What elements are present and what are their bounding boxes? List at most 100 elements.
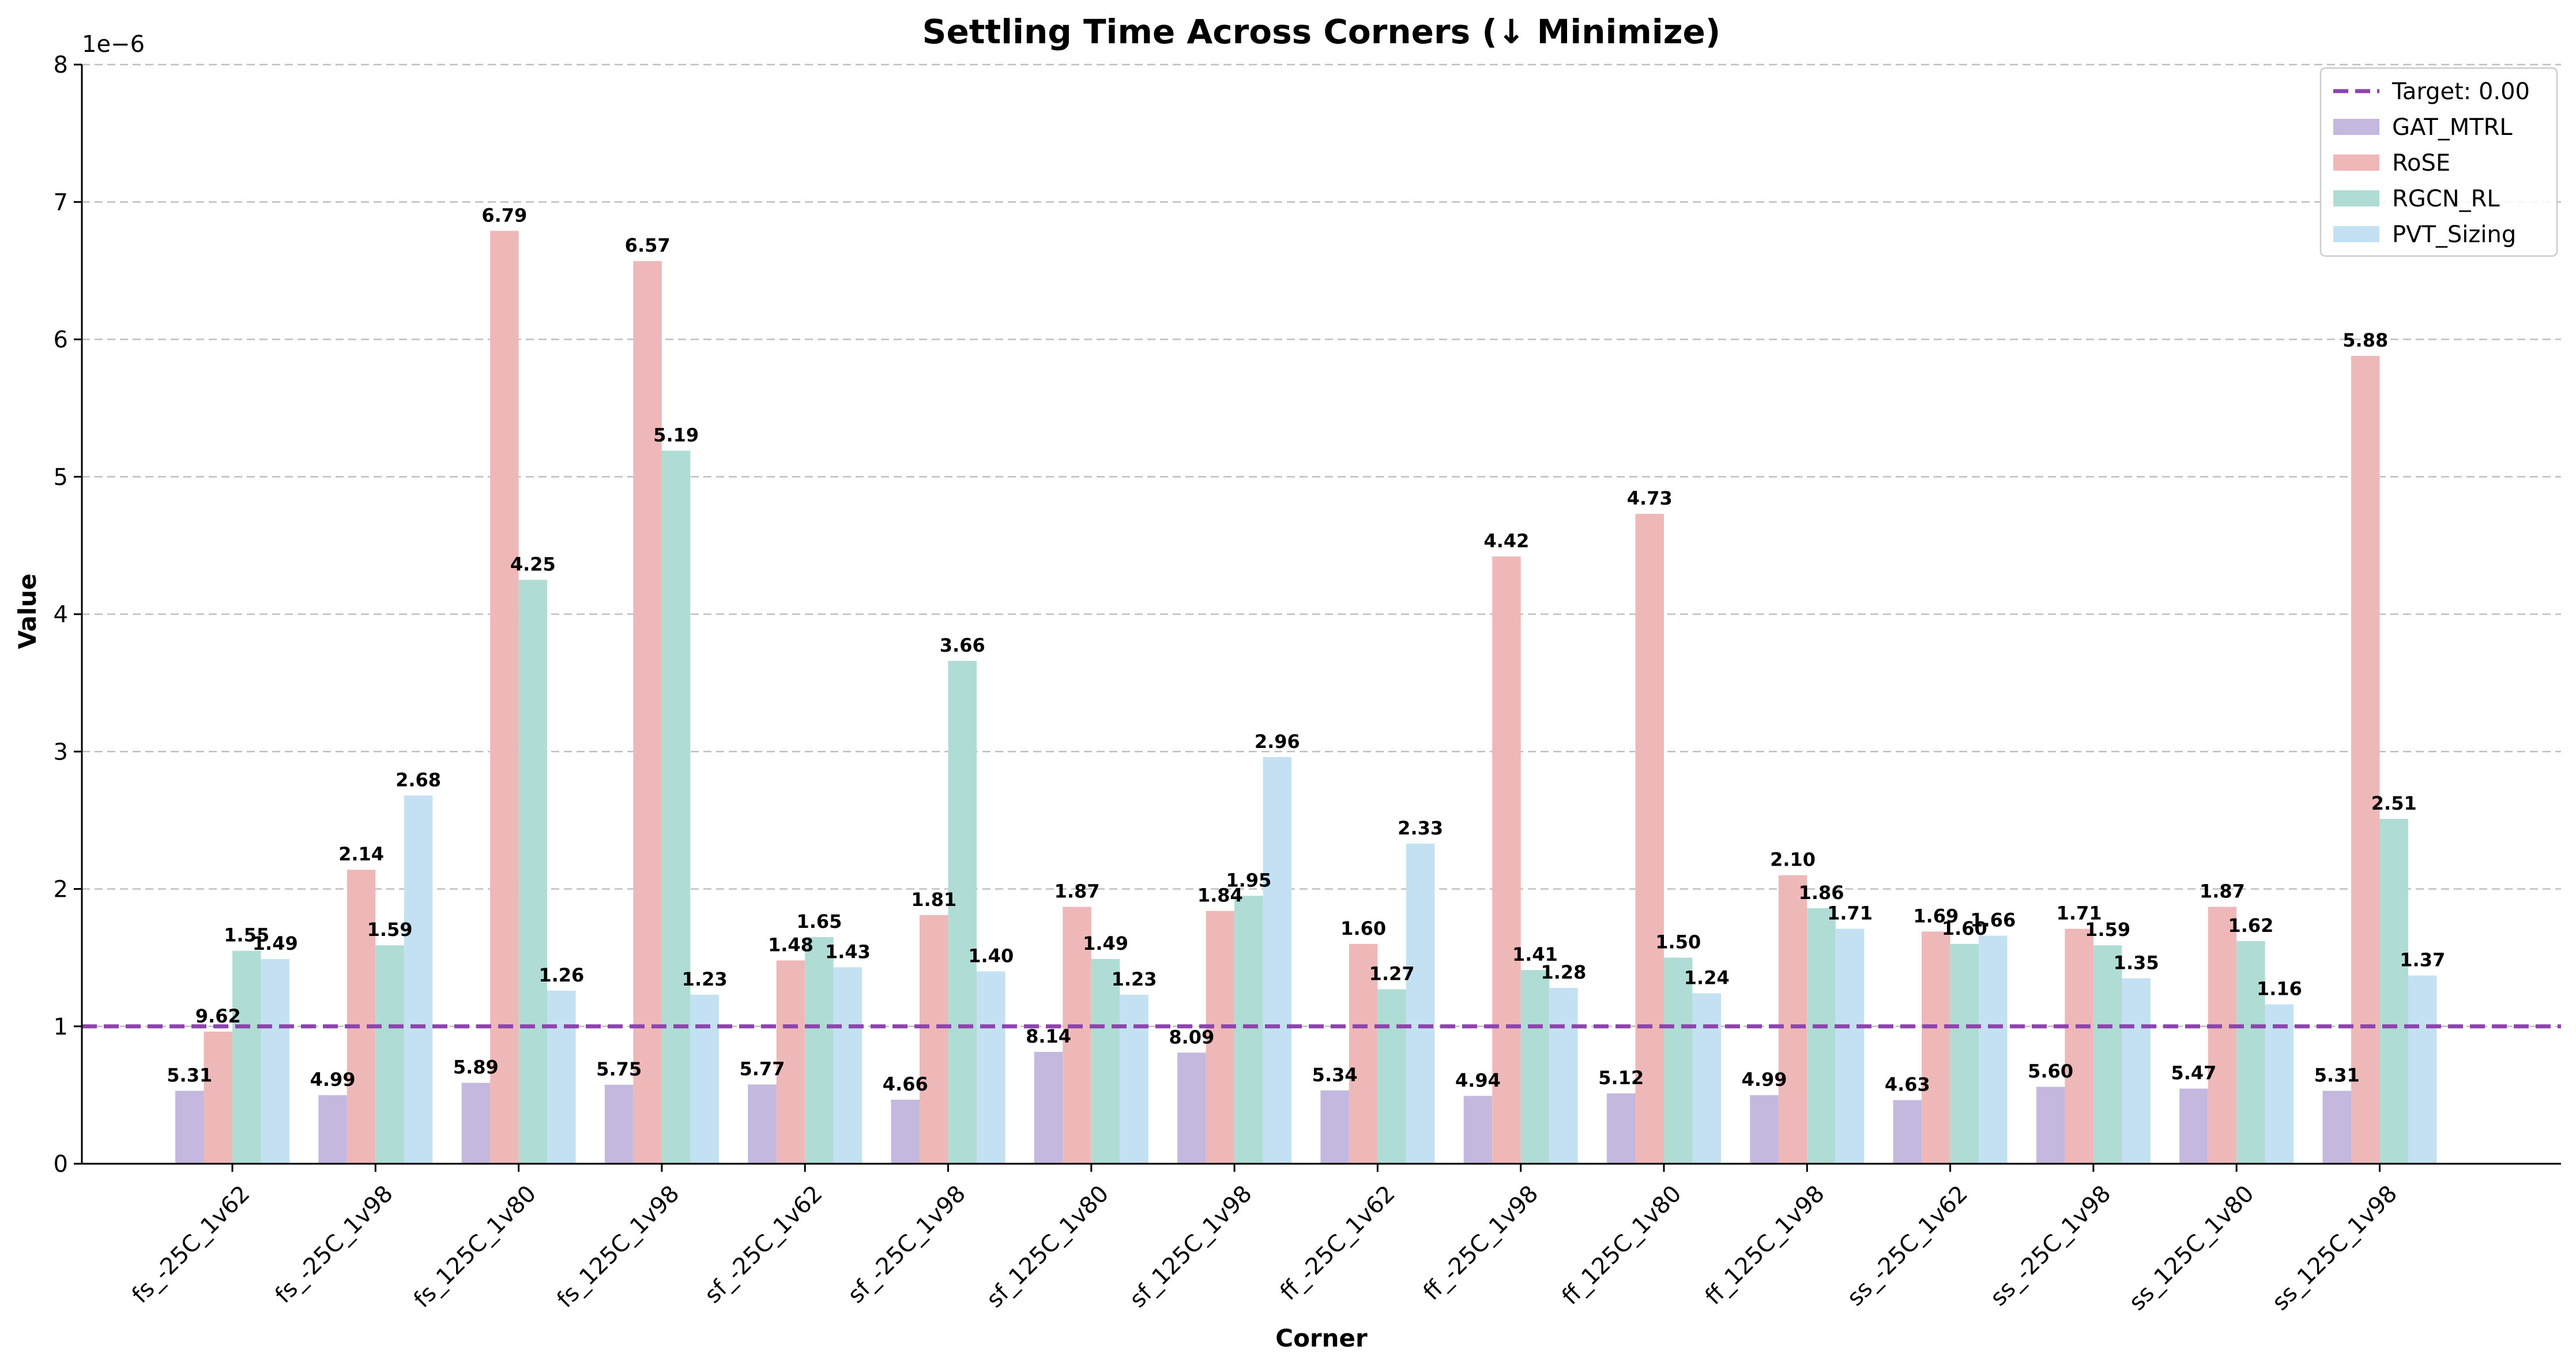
bar-GAT_MTRL-9 [1463,1096,1493,1164]
bar-RoSE-0 [204,1031,232,1164]
bar-RoSE-10 [1635,514,1664,1164]
x-tick-label-15: ss_125C_1v98 [2267,1180,2402,1316]
legend-swatch-PVT_Sizing [2333,226,2379,242]
data-label-RoSE-14: 1.87 [2200,880,2245,902]
bar-RGCN_RL-2 [518,580,548,1164]
y-tick-label-2: 2 [54,877,68,903]
bar-PVT_Sizing-14 [2265,1004,2294,1164]
x-tick-label-6: sf_125C_1v80 [981,1180,1114,1313]
data-label-GAT_MTRL-10: 5.12 [1598,1067,1644,1089]
bar-GAT_MTRL-6 [1034,1052,1063,1164]
bar-RoSE-15 [2351,356,2380,1164]
bar-RoSE-11 [1778,875,1807,1164]
data-label-GAT_MTRL-15: 5.31 [2314,1064,2360,1086]
data-label-GAT_MTRL-14: 5.47 [2171,1062,2216,1084]
bar-PVT_Sizing-2 [547,990,576,1164]
bar-RoSE-6 [1063,907,1091,1164]
bar-RGCN_RL-14 [2236,941,2265,1164]
data-label-RoSE-1: 2.14 [338,843,384,865]
bar-RoSE-13 [2065,928,2093,1164]
y-tick-label-3: 3 [54,739,68,765]
bar-PVT_Sizing-1 [404,795,433,1164]
y-tick-label-0: 0 [54,1151,68,1178]
data-label-PVT_Sizing-9: 1.28 [1541,961,1586,983]
bar-RGCN_RL-15 [2379,818,2408,1164]
data-label-PVT_Sizing-3: 1.23 [682,968,728,990]
data-label-GAT_MTRL-7: 8.09 [1169,1026,1214,1048]
x-tick-label-10: ff_125C_1v80 [1557,1180,1687,1310]
data-label-PVT_Sizing-6: 1.23 [1112,968,1157,990]
bar-RGCN_RL-13 [2093,945,2122,1164]
data-label-RGCN_RL-0: 1.55 [224,924,269,946]
data-label-RGCN_RL-7: 1.95 [1226,869,1271,891]
bar-GAT_MTRL-4 [748,1084,777,1164]
bar-RoSE-5 [920,915,948,1164]
data-label-GAT_MTRL-1: 4.99 [310,1069,356,1091]
data-label-RoSE-3: 6.57 [625,235,671,257]
bar-RGCN_RL-3 [661,450,691,1164]
bar-RoSE-3 [633,261,662,1164]
data-label-RoSE-7: 1.84 [1197,885,1243,907]
y-offset-label: 1e−6 [82,31,145,58]
x-tick-label-2: fs_125C_1v80 [409,1180,541,1313]
legend-label-RGCN_RL: RGCN_RL [2392,186,2500,212]
x-tick-label-8: ff_-25C_1v62 [1275,1180,1400,1306]
legend-label-target: Target: 0.00 [2392,78,2530,105]
data-label-PVT_Sizing-2: 1.26 [538,964,584,986]
data-label-RGCN_RL-11: 1.86 [1799,882,1844,904]
data-label-RoSE-13: 1.71 [2057,903,2102,924]
data-label-GAT_MTRL-0: 5.31 [167,1064,212,1086]
x-tick-label-5: sf_-25C_1v98 [843,1180,971,1308]
data-label-PVT_Sizing-12: 1.66 [1970,909,2016,931]
x-tick-label-4: sf_-25C_1v62 [699,1180,827,1308]
data-label-RGCN_RL-15: 2.51 [2371,792,2417,814]
bar-PVT_Sizing-3 [690,994,719,1164]
legend-frame [2319,67,2558,257]
bar-GAT_MTRL-14 [2179,1088,2208,1164]
data-label-PVT_Sizing-4: 1.43 [825,941,871,962]
bar-RGCN_RL-0 [232,950,261,1164]
bar-GAT_MTRL-0 [175,1091,204,1164]
bar-GAT_MTRL-5 [891,1099,920,1164]
data-label-GAT_MTRL-11: 4.99 [1742,1069,1787,1091]
x-tick-label-3: fs_125C_1v98 [552,1180,684,1313]
bar-RGCN_RL-11 [1807,908,1836,1164]
data-label-PVT_Sizing-13: 1.35 [2114,952,2159,973]
data-label-PVT_Sizing-15: 1.37 [2400,949,2445,971]
data-label-GAT_MTRL-5: 4.66 [883,1073,928,1095]
data-label-RoSE-10: 4.73 [1627,487,1673,509]
data-label-GAT_MTRL-3: 5.75 [596,1058,642,1080]
legend-label-PVT_Sizing: PVT_Sizing [2392,221,2516,248]
data-label-RoSE-15: 5.88 [2342,329,2388,351]
bar-PVT_Sizing-7 [1263,757,1292,1164]
bar-PVT_Sizing-0 [261,959,289,1164]
y-tick-label-7: 7 [54,189,68,216]
bar-GAT_MTRL-2 [461,1082,491,1164]
bar-GAT_MTRL-13 [2036,1086,2065,1164]
bar-RGCN_RL-12 [1950,943,1979,1164]
data-label-RoSE-0: 9.62 [195,1005,241,1027]
bar-RGCN_RL-7 [1234,896,1263,1164]
bar-RGCN_RL-8 [1377,989,1406,1164]
data-label-RGCN_RL-3: 5.19 [653,424,699,446]
data-label-RoSE-8: 1.60 [1340,917,1386,939]
data-label-RoSE-9: 4.42 [1483,530,1529,552]
y-tick-label-5: 5 [54,464,68,491]
legend-swatch-RoSE [2333,155,2379,171]
bar-RoSE-7 [1206,911,1235,1164]
data-label-PVT_Sizing-1: 2.68 [396,769,441,791]
bar-PVT_Sizing-6 [1120,994,1148,1164]
data-label-GAT_MTRL-9: 4.94 [1455,1069,1501,1091]
data-label-GAT_MTRL-13: 5.60 [2028,1061,2073,1082]
y-tick-label-8: 8 [54,52,68,78]
legend-swatch-RGCN_RL [2333,190,2379,206]
data-label-RoSE-6: 1.87 [1054,880,1100,902]
legend-label-RoSE: RoSE [2392,150,2450,176]
y-tick-label-4: 4 [54,601,68,628]
bar-RoSE-8 [1349,943,1378,1164]
bar-RoSE-12 [1922,931,1950,1164]
bar-RGCN_RL-1 [375,945,404,1164]
bar-PVT_Sizing-12 [1979,935,2008,1164]
bar-GAT_MTRL-3 [604,1085,634,1164]
bar-PVT_Sizing-4 [833,967,863,1164]
